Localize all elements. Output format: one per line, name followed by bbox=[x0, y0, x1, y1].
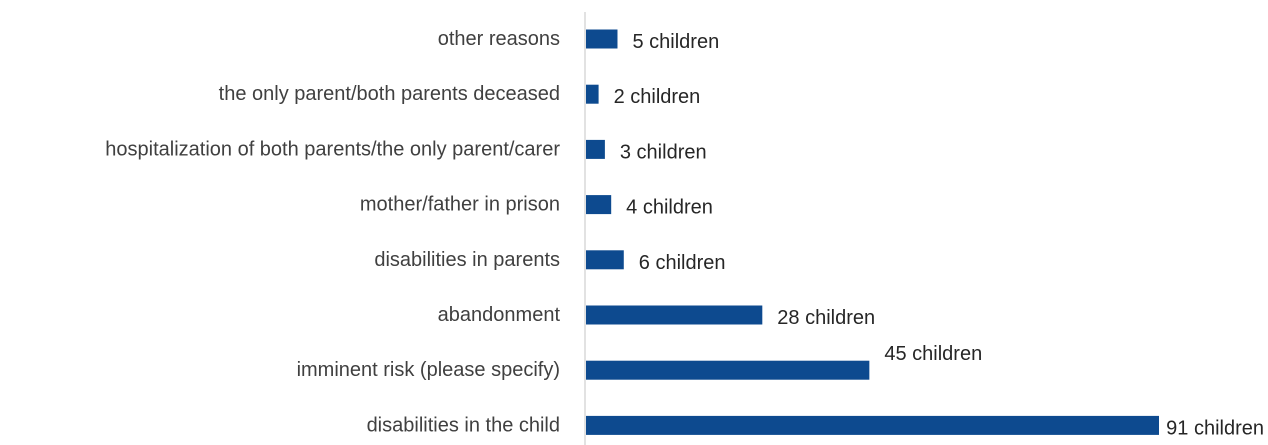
category-label: hospitalization of both parents/the only… bbox=[105, 138, 560, 160]
bar bbox=[586, 29, 618, 49]
data-label: 45 children bbox=[884, 343, 982, 365]
data-label: 5 children bbox=[632, 31, 719, 53]
bar bbox=[586, 415, 1159, 435]
bar bbox=[586, 360, 870, 380]
data-label: 91 children bbox=[1166, 417, 1264, 439]
data-labels: 5 children 2 children 3 children 4 children… bbox=[614, 31, 1264, 439]
data-label: 3 children bbox=[620, 141, 707, 163]
bar bbox=[586, 305, 763, 325]
bar bbox=[586, 84, 599, 104]
data-label: 2 children bbox=[614, 86, 701, 108]
bar bbox=[586, 250, 624, 270]
category-label: the only parent/both parents deceased bbox=[219, 83, 560, 105]
data-label: 6 children bbox=[639, 252, 726, 274]
category-label: imminent risk (please specify) bbox=[297, 359, 560, 381]
category-labels: other reasons the only parent/both parent… bbox=[105, 28, 560, 436]
category-label: disabilities in parents bbox=[374, 249, 560, 271]
category-label: mother/father in prison bbox=[360, 194, 560, 216]
bars bbox=[586, 29, 1159, 435]
category-label: other reasons bbox=[438, 28, 560, 50]
category-label: disabilities in the child bbox=[367, 414, 560, 436]
data-label: 4 children bbox=[626, 197, 713, 219]
bar bbox=[586, 195, 612, 215]
bar bbox=[586, 139, 605, 159]
category-label: abandonment bbox=[438, 304, 561, 326]
data-label: 28 children bbox=[777, 307, 875, 329]
